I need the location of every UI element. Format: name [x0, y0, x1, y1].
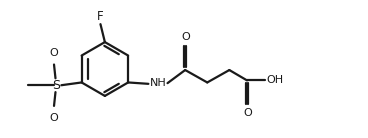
Text: O: O [181, 31, 190, 42]
Text: S: S [52, 79, 60, 92]
Text: O: O [50, 113, 59, 123]
Text: NH: NH [150, 78, 167, 88]
Text: O: O [50, 48, 59, 58]
Text: O: O [243, 108, 252, 118]
Text: OH: OH [266, 75, 283, 85]
Text: F: F [97, 10, 104, 23]
